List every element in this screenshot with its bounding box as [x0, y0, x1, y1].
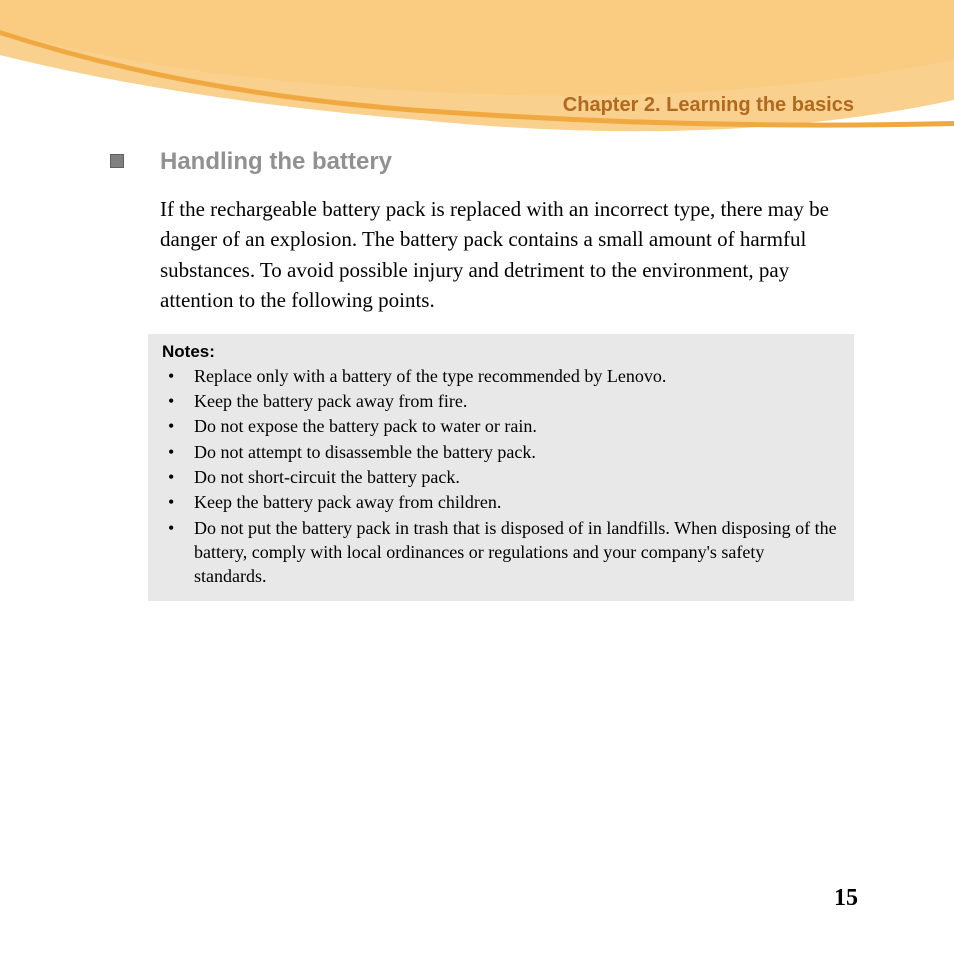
section-bullet-icon: [110, 154, 124, 168]
notes-list: Replace only with a battery of the type …: [162, 364, 840, 589]
list-item: Keep the battery pack away from children…: [162, 490, 840, 514]
section-heading: Handling the battery: [160, 148, 392, 176]
notes-box: Notes: Replace only with a battery of th…: [148, 334, 854, 602]
header-swoosh-graphic: [0, 0, 954, 160]
list-item: Do not expose the battery pack to water …: [162, 414, 840, 438]
section-body-text: If the rechargeable battery pack is repl…: [160, 194, 854, 316]
section-heading-row: Handling the battery: [110, 148, 854, 176]
page-content: Handling the battery If the rechargeable…: [110, 148, 854, 601]
list-item: Do not short-circuit the battery pack.: [162, 465, 840, 489]
list-item: Keep the battery pack away from fire.: [162, 389, 840, 413]
list-item: Replace only with a battery of the type …: [162, 364, 840, 388]
notes-label: Notes:: [162, 342, 840, 362]
chapter-title: Chapter 2. Learning the basics: [563, 94, 854, 117]
list-item: Do not attempt to disassemble the batter…: [162, 440, 840, 464]
list-item: Do not put the battery pack in trash tha…: [162, 516, 840, 589]
page-number: 15: [834, 885, 858, 912]
